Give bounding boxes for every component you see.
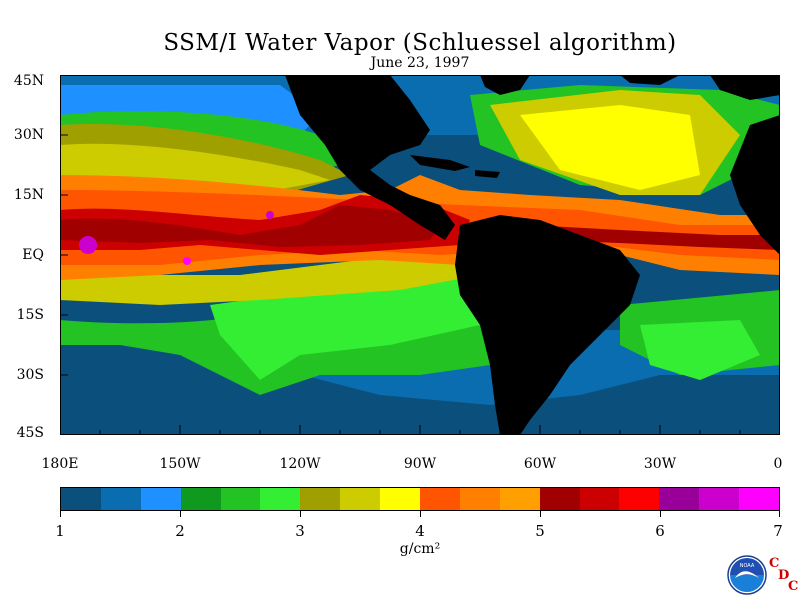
colorbar-swatch: [739, 488, 780, 510]
cdc-letter-c1: C: [769, 556, 780, 571]
map-date: June 23, 1997: [370, 55, 470, 71]
colorbar-tick: [420, 511, 421, 517]
colorbar-swatch: [260, 488, 301, 510]
lat-label-45n: 45N: [13, 73, 44, 89]
colorbar-swatch: [699, 488, 740, 510]
colorbar-tick: [779, 511, 780, 517]
colorbar-tick: [60, 511, 61, 517]
colorbar-label-7: 7: [773, 522, 783, 540]
map-title: SSM/I Water Vapor (Schluessel algorithm): [163, 30, 677, 56]
colorbar-swatch: [380, 488, 421, 510]
colorbar: [60, 487, 780, 511]
lon-label-150w: 150W: [159, 456, 201, 472]
cdc-letter-c2: C: [788, 579, 799, 594]
lon-label-180e: 180E: [41, 456, 79, 472]
cdc-letter-d: D: [778, 568, 790, 583]
colorbar-swatch: [220, 488, 261, 510]
north-america-land: [285, 75, 455, 240]
colorbar-swatch: [659, 488, 700, 510]
colorbar-swatch: [61, 488, 101, 510]
lon-label-60w: 60W: [523, 456, 557, 472]
colorbar-label-3: 3: [295, 522, 305, 540]
colorbar-swatch: [300, 488, 341, 510]
colorbar-label-1: 1: [55, 522, 65, 540]
axis-ticks: [60, 75, 741, 435]
colorbar-label-6: 6: [655, 522, 665, 540]
africa-land: [730, 115, 780, 255]
noaa-logo-text: NOAA: [740, 563, 755, 569]
colorbar-tick: [180, 511, 181, 517]
water-vapor-map: [60, 75, 780, 435]
lon-label-120w: 120W: [279, 456, 321, 472]
colorbar-swatch: [140, 488, 181, 510]
colorbar-swatch: [499, 488, 540, 510]
colorbar-swatch: [420, 488, 460, 510]
south-america-land: [455, 215, 640, 435]
lon-label-90w: 90W: [403, 456, 437, 472]
lat-label-eq: EQ: [22, 247, 44, 263]
colorbar-swatch: [340, 488, 381, 510]
colorbar-tick: [660, 511, 661, 517]
colorbar-swatch: [619, 488, 660, 510]
lat-label-45s: 45S: [16, 425, 44, 441]
colorbar-label-5: 5: [535, 522, 545, 540]
lon-label-0: 0: [773, 456, 783, 472]
colorbar-swatch: [459, 488, 500, 510]
lat-label-15n: 15N: [13, 187, 44, 203]
lat-label-30s: 30S: [16, 367, 44, 383]
colorbar-unit: g/cm²: [399, 541, 441, 557]
colorbar-tick: [540, 511, 541, 517]
noaa-logo: NOAA: [727, 555, 767, 595]
colorbar-tick: [300, 511, 301, 517]
colorbar-label-4: 4: [415, 522, 425, 540]
colorbar-label-2: 2: [175, 522, 185, 540]
colorbar-swatch: [579, 488, 620, 510]
colorbar-swatch: [180, 488, 221, 510]
colorbar-swatch: [100, 488, 141, 510]
lon-label-30w: 30W: [643, 456, 677, 472]
colorbar-swatch: [539, 488, 580, 510]
lat-label-15s: 15S: [16, 307, 44, 323]
lat-label-30n: 30N: [13, 127, 44, 143]
